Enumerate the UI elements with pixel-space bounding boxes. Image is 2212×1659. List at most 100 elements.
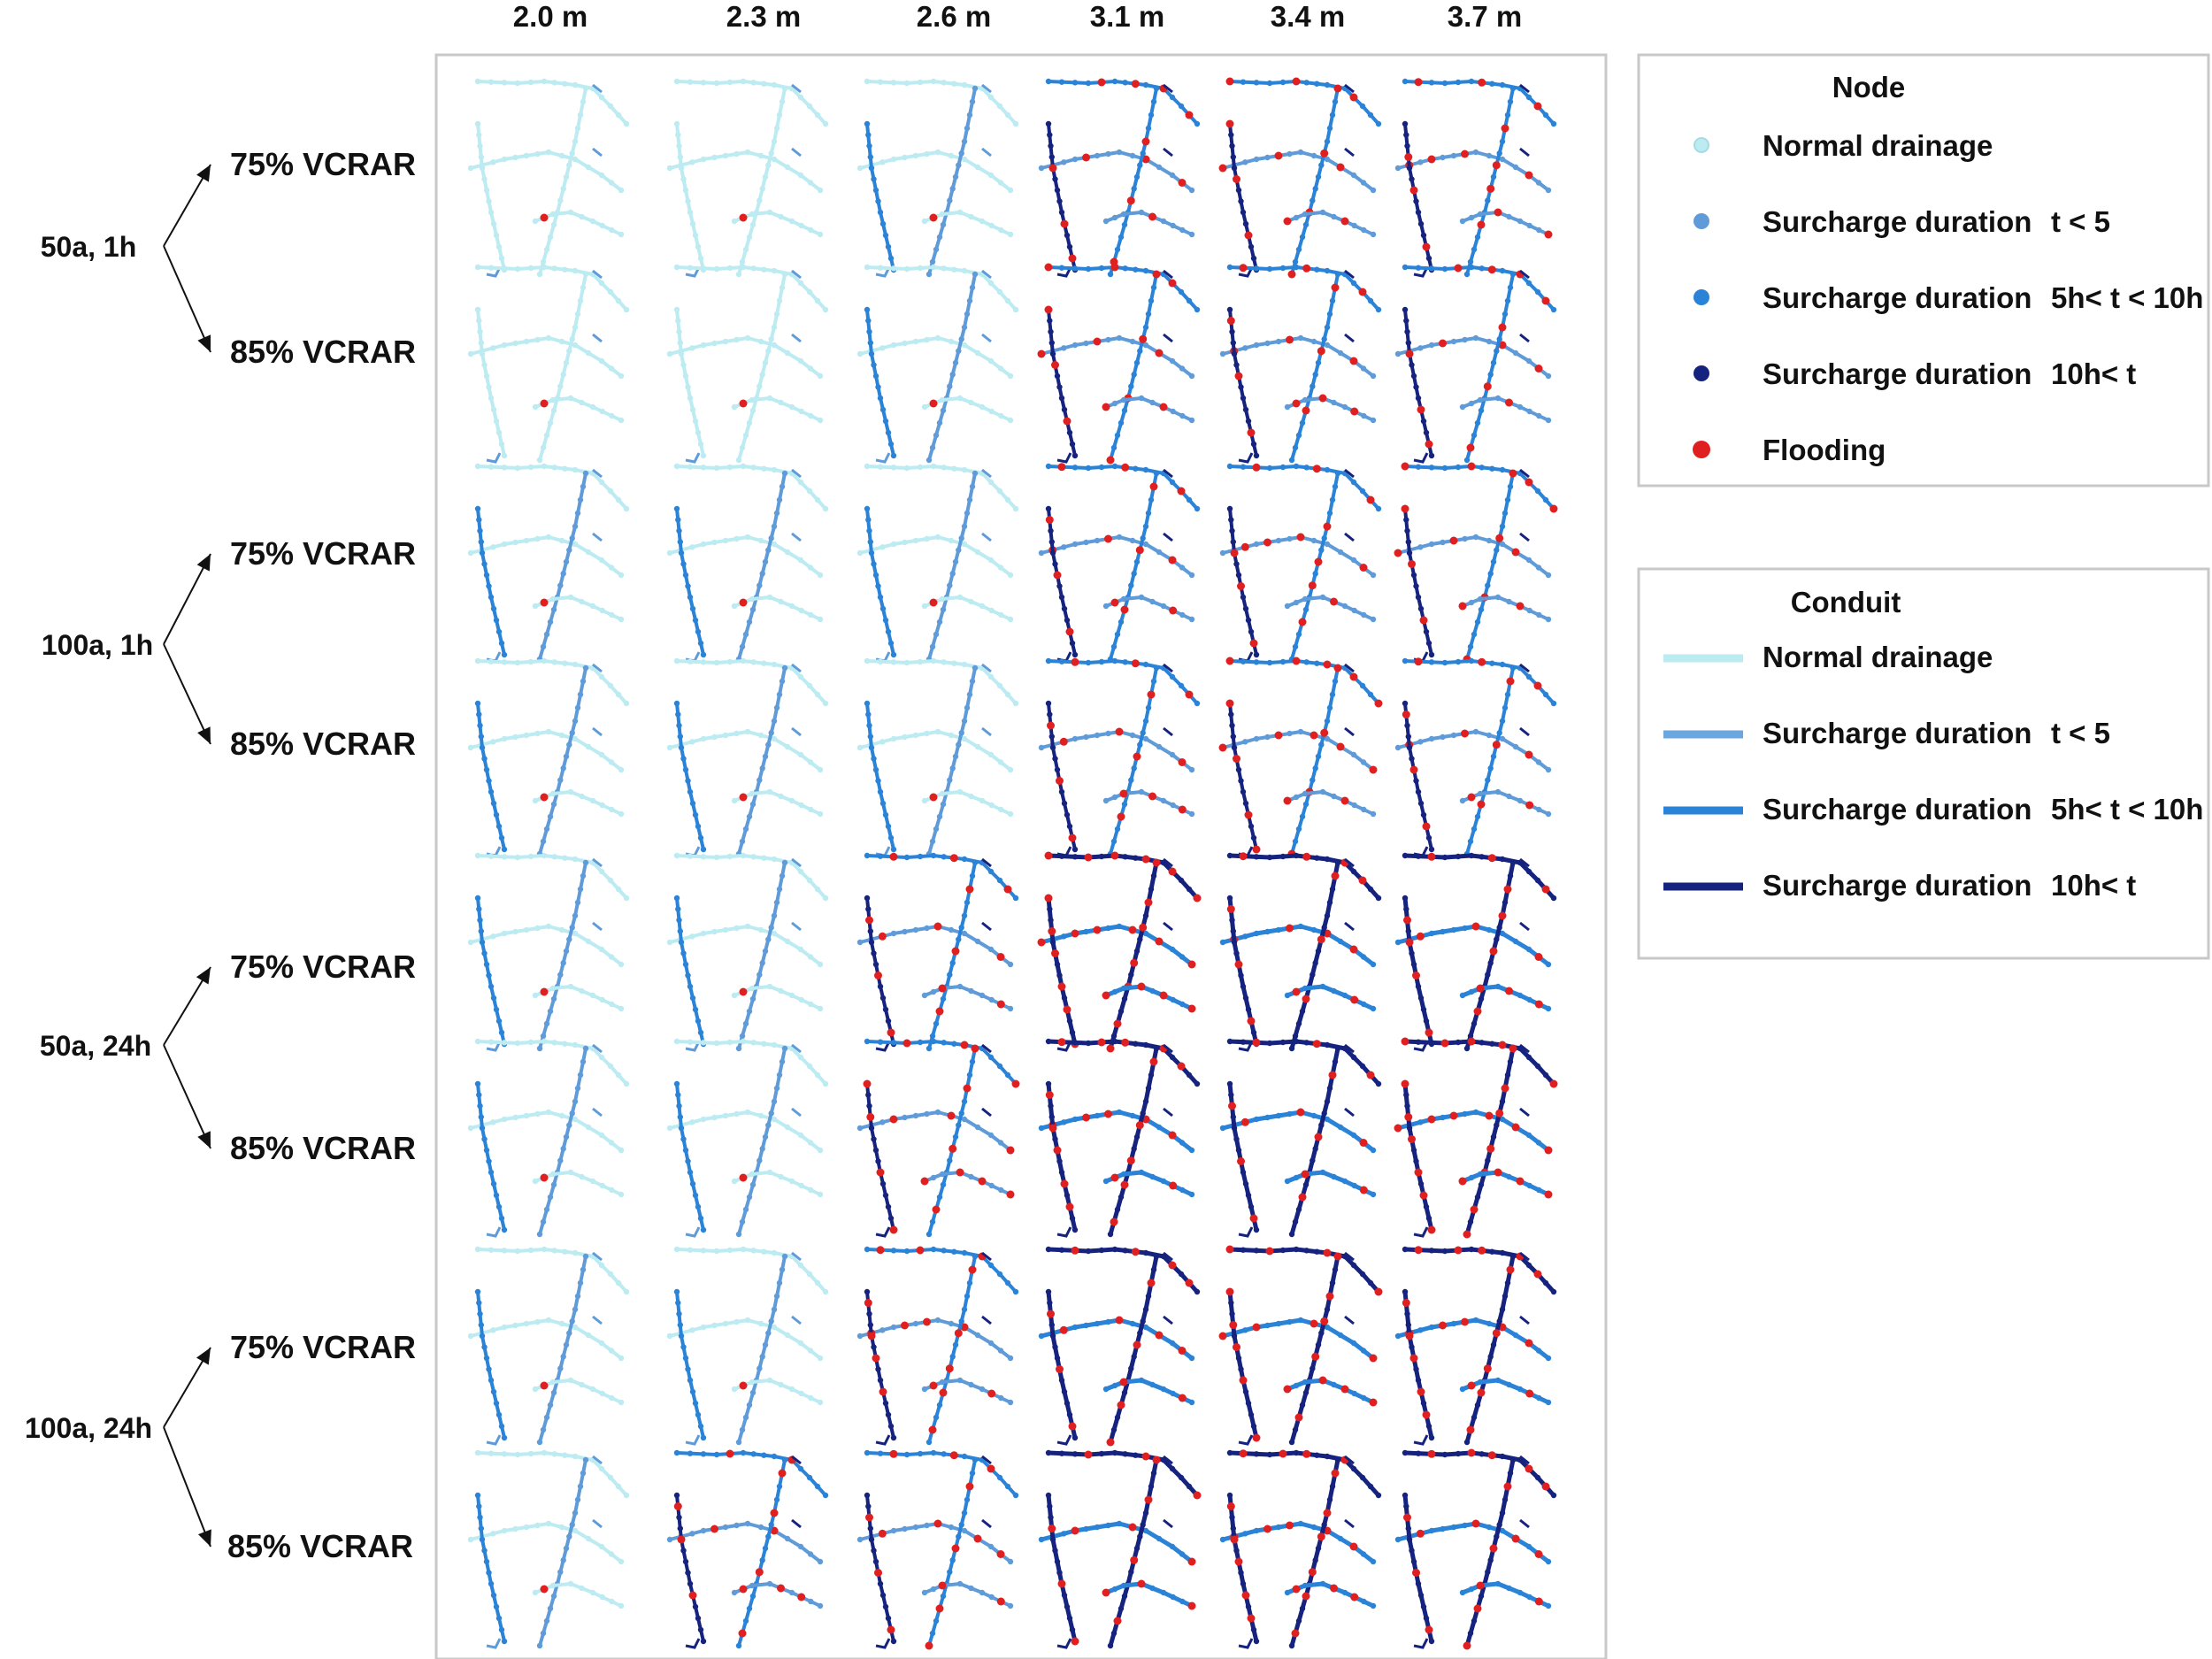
node <box>966 1071 973 1079</box>
node <box>607 1063 614 1070</box>
node <box>1169 1340 1176 1347</box>
node <box>740 264 747 271</box>
node <box>1394 350 1402 357</box>
node <box>1494 936 1500 942</box>
node <box>1231 165 1238 172</box>
node <box>1375 1080 1382 1087</box>
node <box>761 1248 767 1255</box>
node <box>1416 932 1425 941</box>
node <box>697 1423 704 1430</box>
node <box>541 1246 548 1253</box>
node <box>1506 213 1512 220</box>
node <box>933 246 940 253</box>
node <box>1440 1114 1446 1121</box>
node <box>797 673 804 680</box>
node <box>1506 1381 1512 1388</box>
node <box>1069 441 1076 448</box>
node <box>523 338 530 345</box>
node <box>1045 1038 1052 1045</box>
node <box>540 1381 549 1390</box>
node <box>1467 1448 1476 1457</box>
node <box>474 895 481 902</box>
node <box>682 1355 689 1362</box>
node <box>1419 1191 1428 1200</box>
node <box>822 700 829 707</box>
node <box>1245 1006 1252 1013</box>
conduit <box>923 595 1012 621</box>
conduit <box>668 730 822 772</box>
node <box>1253 735 1260 742</box>
node <box>1170 996 1176 1003</box>
node <box>1061 1119 1067 1125</box>
node <box>1369 765 1378 774</box>
node <box>1286 730 1293 737</box>
node <box>961 541 968 548</box>
node <box>476 132 482 138</box>
conduit <box>1396 336 1550 378</box>
node <box>675 132 681 138</box>
node <box>926 1439 933 1446</box>
node <box>1061 995 1068 1002</box>
node <box>952 753 959 760</box>
node <box>974 743 981 750</box>
node <box>1314 81 1320 87</box>
node <box>607 1474 614 1481</box>
node <box>757 1320 764 1327</box>
node <box>1394 1333 1402 1340</box>
node <box>563 1545 570 1552</box>
node <box>1250 1626 1257 1633</box>
node <box>1463 271 1471 278</box>
node <box>996 488 1003 495</box>
node <box>567 788 574 795</box>
node <box>762 948 769 955</box>
node <box>934 1317 941 1324</box>
node <box>890 1324 897 1331</box>
node <box>1428 651 1435 658</box>
node <box>1145 510 1152 517</box>
node <box>540 643 547 650</box>
node <box>574 125 581 132</box>
node <box>476 318 482 324</box>
node <box>1410 961 1417 968</box>
node <box>969 483 976 490</box>
node <box>486 1570 492 1576</box>
node <box>822 895 829 902</box>
node <box>557 197 564 204</box>
node <box>797 1593 806 1601</box>
node <box>1545 1602 1552 1609</box>
node <box>1302 606 1310 613</box>
node <box>1047 1300 1053 1306</box>
node <box>951 660 957 666</box>
node <box>488 788 495 795</box>
column-header: 3.4 m <box>1271 0 1345 33</box>
node <box>885 1018 892 1025</box>
node <box>771 523 778 530</box>
node <box>1233 1343 1240 1351</box>
node <box>798 222 804 229</box>
conduit-stub <box>1163 147 1173 157</box>
node <box>1318 547 1325 553</box>
node <box>1038 549 1045 557</box>
node <box>1525 357 1532 365</box>
node <box>1502 704 1509 711</box>
node <box>1297 1520 1304 1527</box>
node <box>1007 1558 1014 1565</box>
node <box>1550 306 1557 313</box>
node <box>817 187 824 194</box>
node <box>771 1249 778 1256</box>
node <box>673 463 680 470</box>
node <box>1061 406 1068 413</box>
node <box>700 156 707 163</box>
node <box>961 912 968 919</box>
node <box>1297 1317 1304 1324</box>
node <box>1415 1580 1422 1587</box>
node <box>814 691 821 698</box>
node <box>1476 984 1485 993</box>
node <box>551 1040 557 1046</box>
node <box>1049 350 1056 357</box>
node <box>498 1626 505 1633</box>
node <box>1228 517 1234 523</box>
conduit-stub <box>1163 83 1173 94</box>
conduit <box>1040 150 1194 192</box>
